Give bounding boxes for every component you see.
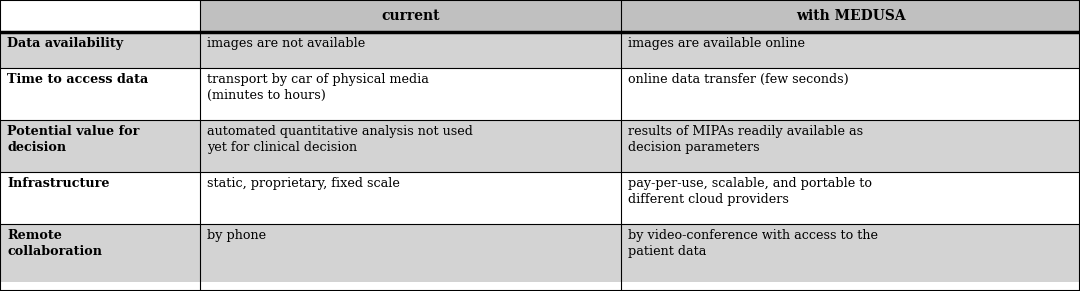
Text: transport by car of physical media
(minutes to hours): transport by car of physical media (minu… — [206, 73, 429, 102]
Text: Infrastructure: Infrastructure — [6, 177, 109, 190]
Bar — [0, 68, 200, 120]
Bar — [0, 32, 200, 68]
Bar — [200, 68, 621, 120]
Text: automated quantitative analysis not used
yet for clinical decision: automated quantitative analysis not used… — [206, 125, 473, 154]
Bar — [621, 224, 1080, 282]
Text: by phone: by phone — [206, 229, 266, 242]
Bar — [621, 0, 1080, 32]
Text: with MEDUSA: with MEDUSA — [796, 9, 905, 23]
Text: static, proprietary, fixed scale: static, proprietary, fixed scale — [206, 177, 400, 190]
Text: by video-conference with access to the
patient data: by video-conference with access to the p… — [627, 229, 878, 258]
Bar — [200, 172, 621, 224]
Bar — [200, 32, 621, 68]
Text: images are not available: images are not available — [206, 37, 365, 50]
Bar — [0, 120, 200, 172]
Bar — [621, 68, 1080, 120]
Bar — [200, 0, 621, 32]
Bar — [621, 172, 1080, 224]
Text: online data transfer (few seconds): online data transfer (few seconds) — [627, 73, 849, 86]
Text: current: current — [381, 9, 440, 23]
Bar — [0, 224, 200, 282]
Text: images are available online: images are available online — [627, 37, 805, 50]
Text: Data availability: Data availability — [6, 37, 123, 50]
Text: Remote
collaboration: Remote collaboration — [6, 229, 102, 258]
Bar — [621, 120, 1080, 172]
Bar — [200, 120, 621, 172]
Bar — [200, 224, 621, 282]
Bar — [0, 0, 200, 32]
Text: pay-per-use, scalable, and portable to
different cloud providers: pay-per-use, scalable, and portable to d… — [627, 177, 872, 206]
Text: results of MIPAs readily available as
decision parameters: results of MIPAs readily available as de… — [627, 125, 863, 154]
Text: Time to access data: Time to access data — [6, 73, 148, 86]
Text: Potential value for
decision: Potential value for decision — [6, 125, 139, 154]
Bar — [621, 32, 1080, 68]
Bar — [0, 172, 200, 224]
